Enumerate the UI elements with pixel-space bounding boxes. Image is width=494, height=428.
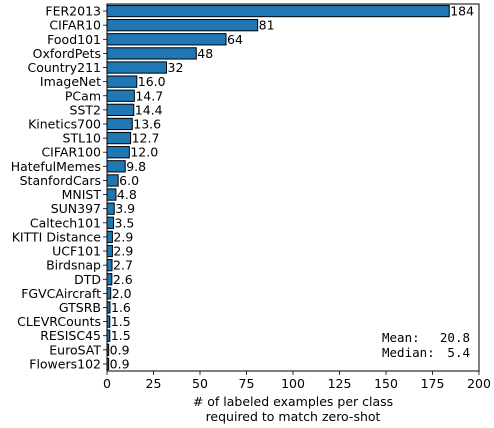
y-tick-label: StanfordCars: [20, 173, 101, 188]
bar-value-label: 81: [259, 18, 275, 33]
bar-value-label: 1.6: [111, 300, 131, 315]
y-tick-label: Country211: [27, 60, 101, 75]
bars-group: [106, 4, 450, 371]
bar: [106, 188, 117, 201]
bar: [106, 75, 138, 88]
bar: [106, 216, 115, 229]
bar-value-label: 3.5: [115, 215, 135, 230]
x-axis-title-line-2: required to match zero-shot: [206, 409, 381, 424]
x-tick-label: 200: [467, 376, 491, 391]
bar: [106, 273, 113, 286]
bar-value-label: 2.9: [113, 229, 133, 244]
bar-value-label: 2.9: [113, 244, 133, 259]
y-tick-label: SUN397: [51, 201, 101, 216]
bar: [106, 244, 113, 258]
bar-value-label: 2.7: [113, 258, 133, 273]
x-tick-label: 150: [374, 376, 398, 391]
bar-value-label: 0.9: [110, 342, 130, 357]
bar-value-label: 13.6: [133, 116, 161, 131]
y-tick-label: FER2013: [45, 4, 101, 19]
bar: [106, 146, 130, 159]
mean-value: 20.8: [440, 330, 470, 345]
y-tick-label: MNIST: [62, 187, 102, 202]
x-tick-label: 75: [239, 376, 255, 391]
median-value: 5.4: [447, 345, 470, 360]
bar: [106, 4, 450, 18]
y-tick-label: STL10: [63, 131, 101, 146]
bar-value-labels: 184 81 64 48 3216.014.714.413.612.712.09.86.…: [110, 4, 474, 372]
y-tick-label: CLEVRCounts: [17, 314, 101, 329]
bar-value-label: 12.7: [132, 131, 160, 146]
bar: [106, 174, 119, 187]
y-tick-label: Birdsnap: [46, 258, 101, 273]
bar: [106, 258, 113, 272]
y-tick-labels: FER2013CIFAR10Food101OxfordPetsCountry21…: [11, 4, 107, 371]
bar: [106, 287, 112, 300]
plot-frame: [106, 3, 480, 372]
bar-value-label: 48: [197, 46, 213, 61]
y-tick-label: DTD: [74, 272, 101, 287]
y-tick-label: SST2: [70, 102, 101, 117]
y-tick-label: PCam: [65, 88, 101, 103]
bar: [106, 131, 132, 145]
bar-value-label: 1.5: [111, 314, 131, 329]
x-tick-label: 0: [103, 376, 111, 391]
bar-value-label: 16.0: [138, 74, 166, 89]
x-tick-label: 50: [192, 376, 208, 391]
y-tick-label: Food101: [47, 32, 101, 47]
bar-value-label: 184: [450, 4, 474, 19]
bar: [106, 160, 126, 173]
bar: [106, 202, 115, 215]
y-tick-label: EuroSAT: [49, 342, 101, 357]
x-tick-label: 100: [281, 376, 305, 391]
bar-value-label: 0.9: [110, 356, 130, 371]
bar-value-label: 12.0: [130, 145, 158, 160]
bar: [106, 19, 259, 32]
x-tick-label: 175: [421, 376, 445, 391]
y-tick-label: CIFAR100: [41, 145, 101, 160]
y-tick-label: RESISC45: [40, 328, 101, 343]
bar: [106, 61, 168, 74]
x-tick-label: 125: [328, 376, 352, 391]
bar-value-label: 64: [227, 32, 243, 47]
bar-value-label: 14.4: [135, 102, 163, 117]
bar: [106, 230, 113, 244]
y-tick-label: OxfordPets: [33, 46, 101, 61]
y-tick-label: HatefulMemes: [11, 159, 101, 174]
y-tick-label: GTSRB: [59, 300, 101, 315]
mean-label: Mean:: [382, 330, 420, 345]
y-tick-label: Flowers102: [29, 356, 101, 371]
bar-value-label: 4.8: [117, 187, 137, 202]
x-tick-label: 25: [146, 376, 162, 391]
bar: [106, 89, 135, 102]
bar: [106, 103, 135, 117]
bar-value-label: 2.6: [113, 272, 133, 287]
y-tick-label: KITTI Distance: [12, 229, 102, 244]
bar-value-label: 3.9: [115, 201, 135, 216]
y-tick-label: Caltech101: [30, 215, 101, 230]
bar: [106, 33, 227, 46]
bar-value-label: 1.5: [111, 328, 131, 343]
y-tick-label: UCF101: [52, 244, 101, 259]
y-tick-label: Kinetics700: [28, 116, 101, 131]
x-axis-title-line-1: # of labeled examples per class: [193, 394, 393, 409]
bar-value-label: 32: [168, 60, 184, 75]
bar-value-label: 6.0: [119, 173, 139, 188]
bar: [106, 117, 133, 131]
y-tick-label: CIFAR10: [49, 18, 101, 33]
median-label: Median:: [382, 345, 435, 360]
bar: [106, 47, 197, 60]
y-tick-label: ImageNet: [40, 74, 101, 89]
bar-value-label: 14.7: [135, 88, 163, 103]
x-ticks: 0 25 50 75 100 125 150 175 200: [103, 371, 491, 391]
bar-value-label: 9.8: [126, 159, 146, 174]
bar-value-label: 2.0: [112, 286, 132, 301]
y-tick-label: FGVCAircraft: [21, 286, 101, 301]
